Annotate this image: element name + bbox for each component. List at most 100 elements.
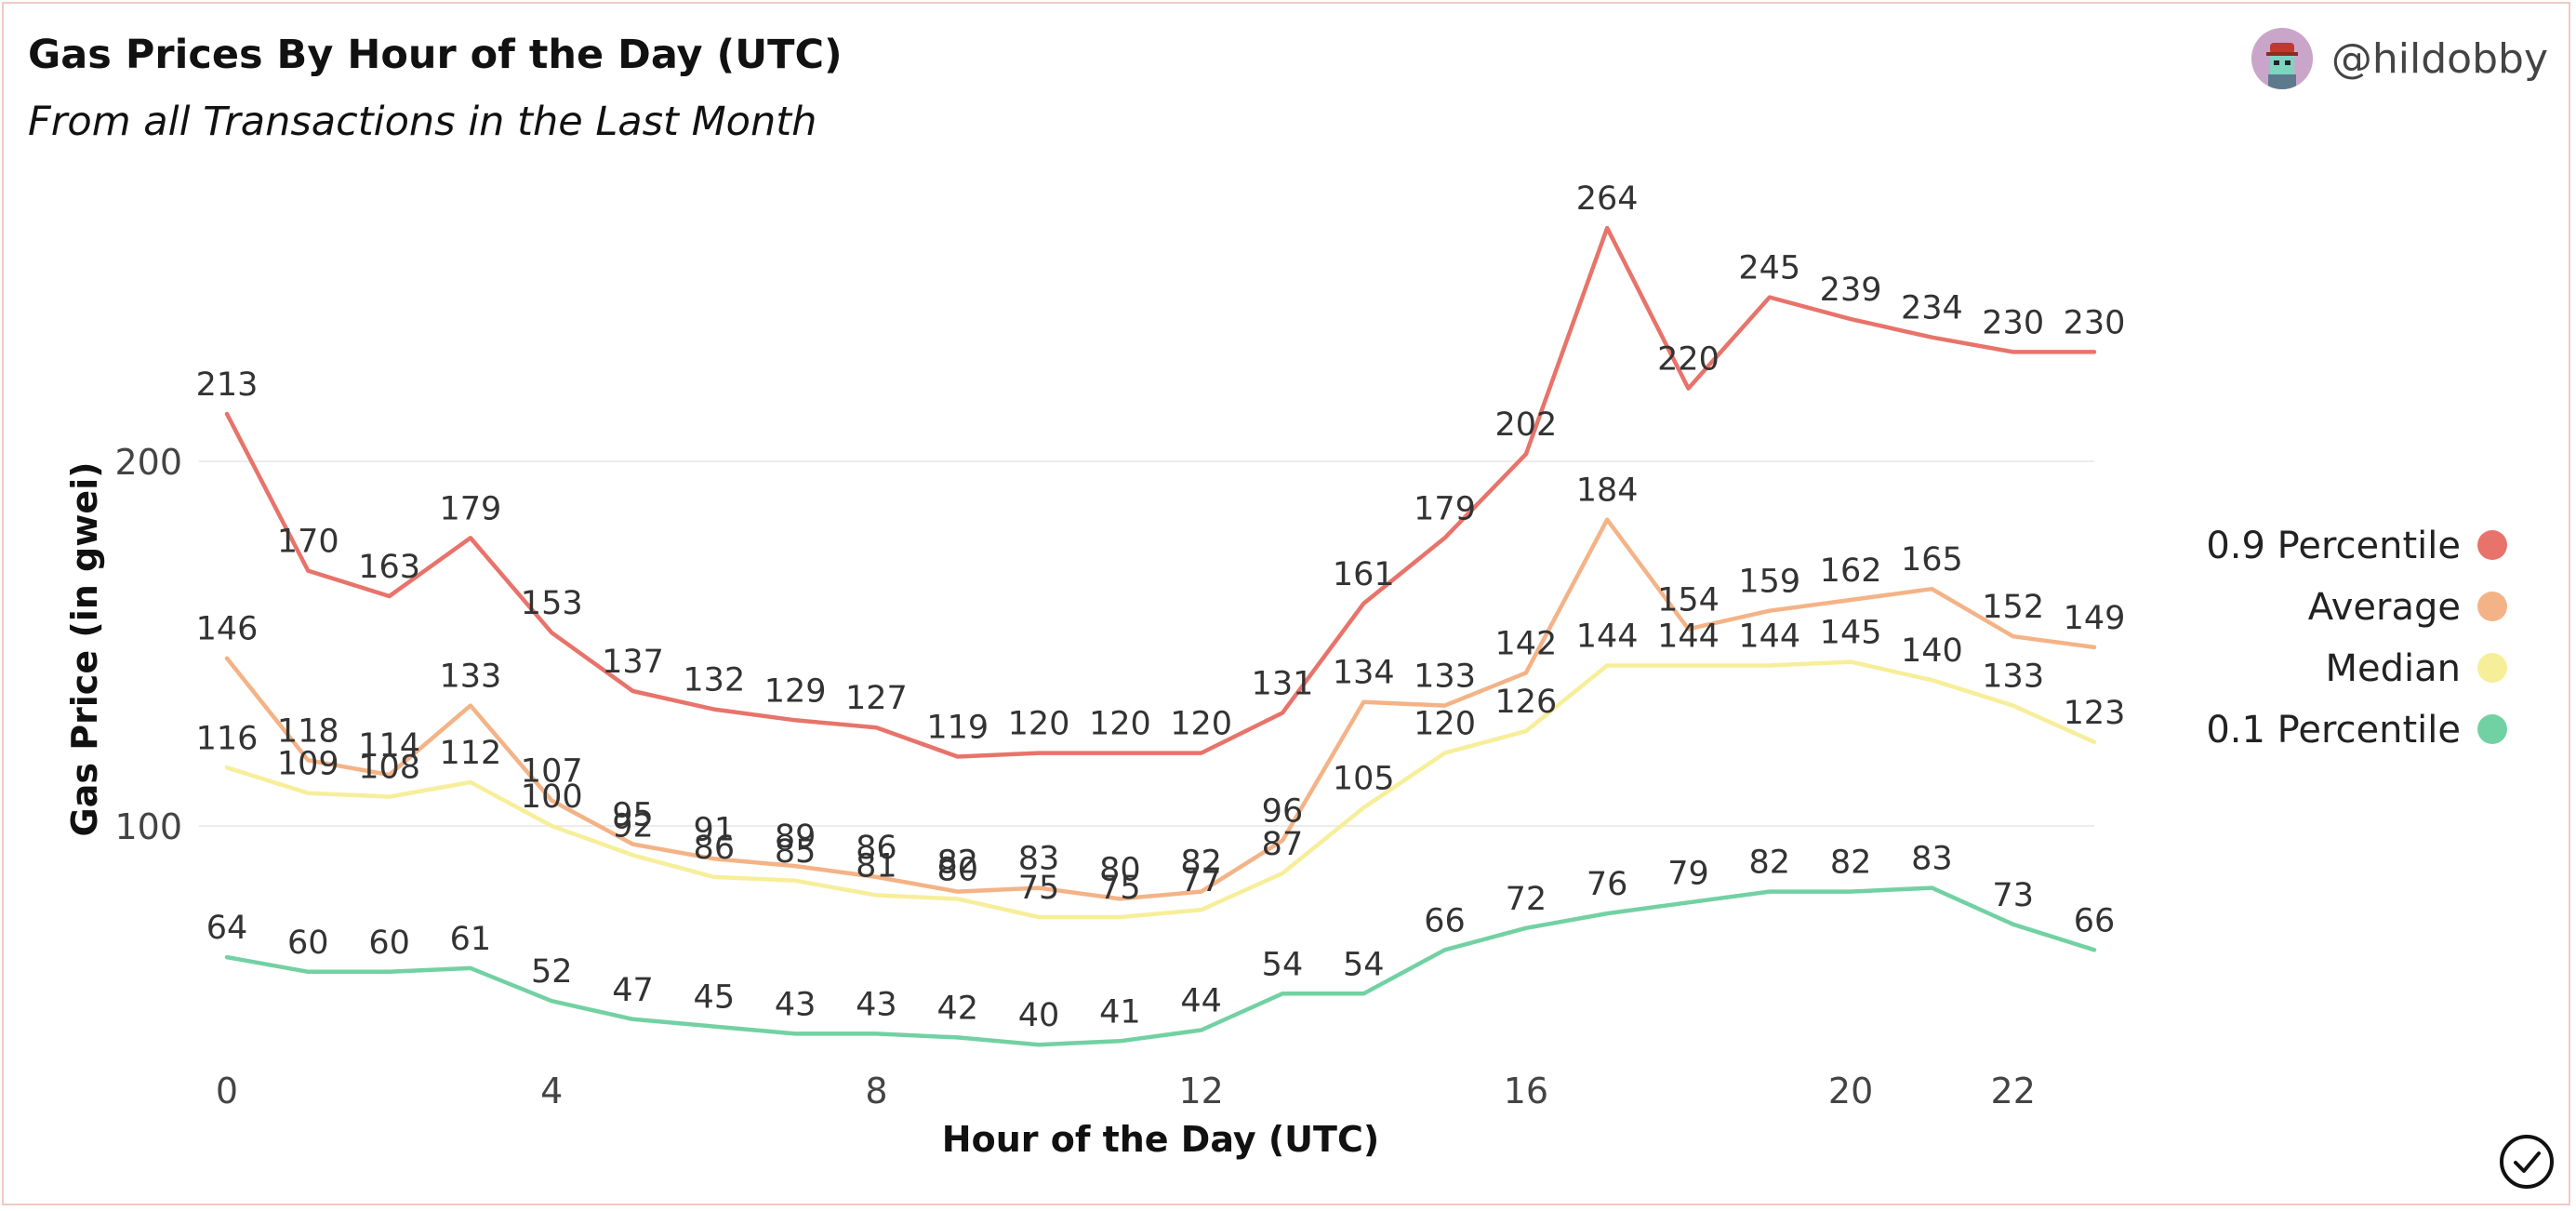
- data-label-median: 144: [1657, 619, 1720, 656]
- data-label-0-1-percentile: 82: [1830, 845, 1872, 882]
- data-label-median: 145: [1820, 615, 1882, 652]
- data-label-0-9-percentile: 129: [764, 672, 827, 710]
- data-label-average: 114: [358, 727, 420, 765]
- data-label-median: 116: [196, 720, 259, 757]
- data-label-average: 165: [1901, 541, 1963, 579]
- data-label-0-1-percentile: 60: [287, 925, 329, 962]
- legend-label: 0.9 Percentile: [2206, 525, 2461, 567]
- x-tick-label: 22: [1991, 1071, 2036, 1111]
- data-label-average: 95: [612, 797, 654, 834]
- data-label-0-1-percentile: 43: [775, 986, 817, 1023]
- data-label-0-9-percentile: 163: [358, 549, 420, 586]
- data-label-0-9-percentile: 120: [1170, 706, 1232, 743]
- data-label-median: 123: [2064, 695, 2126, 732]
- legend-swatch: [2477, 530, 2507, 560]
- data-label-0-9-percentile: 120: [1089, 706, 1151, 743]
- legend-swatch: [2477, 592, 2507, 621]
- username[interactable]: @hildobby: [2330, 34, 2548, 83]
- data-label-0-9-percentile: 127: [845, 680, 908, 717]
- data-label-0-1-percentile: 54: [1343, 946, 1385, 983]
- data-label-0-1-percentile: 44: [1180, 983, 1222, 1020]
- data-label-average: 83: [1018, 841, 1060, 878]
- data-label-0-1-percentile: 60: [368, 925, 410, 962]
- data-label-average: 82: [936, 845, 978, 882]
- data-label-average: 146: [196, 611, 259, 648]
- data-label-average: 82: [1180, 845, 1222, 882]
- data-label-median: 105: [1333, 760, 1395, 797]
- data-label-0-1-percentile: 79: [1667, 855, 1709, 892]
- data-label-0-1-percentile: 66: [2074, 902, 2116, 939]
- data-label-0-1-percentile: 61: [450, 921, 492, 958]
- data-label-0-9-percentile: 120: [1008, 706, 1070, 743]
- data-label-average: 162: [1820, 552, 1882, 590]
- data-label-0-9-percentile: 202: [1494, 406, 1557, 444]
- data-label-0-1-percentile: 72: [1506, 881, 1547, 918]
- y-axis-label: Gas Price (in gwei): [64, 462, 105, 837]
- data-label-0-9-percentile: 161: [1333, 556, 1395, 593]
- data-label-average: 159: [1738, 564, 1800, 601]
- x-axis-label: Hour of the Day (UTC): [942, 1119, 1379, 1160]
- check-circle-icon: [2500, 1135, 2554, 1189]
- data-label-0-1-percentile: 41: [1099, 993, 1141, 1031]
- data-label-average: 149: [2064, 600, 2126, 637]
- series-line-median: [224, 659, 2097, 920]
- data-label-0-1-percentile: 76: [1587, 866, 1628, 903]
- data-label-0-1-percentile: 66: [1424, 902, 1466, 939]
- data-label-average: 91: [694, 811, 736, 848]
- data-label-0-1-percentile: 54: [1262, 946, 1304, 983]
- data-label-median: 144: [1738, 619, 1800, 656]
- data-label-0-1-percentile: 43: [856, 986, 897, 1023]
- data-label-0-1-percentile: 45: [694, 979, 736, 1017]
- x-tick-label: 16: [1504, 1071, 1548, 1111]
- data-label-0-1-percentile: 47: [612, 972, 654, 1009]
- data-label-0-9-percentile: 234: [1901, 290, 1963, 327]
- data-label-average: 152: [1982, 589, 2044, 626]
- y-tick-label: 200: [114, 442, 182, 483]
- data-label-average: 86: [856, 830, 897, 867]
- data-label-average: 133: [440, 659, 502, 696]
- data-label-0-9-percentile: 220: [1657, 341, 1720, 379]
- data-label-median: 133: [1982, 659, 2044, 696]
- legend-label: 0.1 Percentile: [2206, 709, 2461, 752]
- data-label-average: 133: [1414, 659, 1476, 696]
- data-label-median: 92: [612, 807, 654, 845]
- data-label-median: 75: [1099, 870, 1141, 907]
- data-label-0-9-percentile: 264: [1576, 180, 1639, 218]
- series-line-average: [224, 517, 2097, 901]
- data-label-median: 80: [936, 851, 978, 888]
- legend-label: Median: [2326, 647, 2462, 690]
- chart-title: Gas Prices By Hour of the Day (UTC): [28, 32, 843, 78]
- legend-swatch: [2477, 653, 2507, 683]
- data-label-median: 126: [1494, 684, 1557, 721]
- data-label-median: 109: [277, 746, 339, 783]
- chart-subtitle: From all Transactions in the Last Month: [28, 99, 817, 145]
- x-tick-label: 8: [865, 1071, 887, 1111]
- series-line-0-9-percentile: [224, 225, 2097, 759]
- x-tick-label: 4: [540, 1071, 563, 1111]
- data-label-median: 87: [1262, 826, 1304, 863]
- data-label-average: 96: [1262, 793, 1304, 831]
- y-tick-label: 100: [114, 806, 182, 847]
- data-label-0-1-percentile: 52: [531, 953, 573, 991]
- data-label-average: 184: [1576, 472, 1639, 510]
- data-label-average: 134: [1333, 655, 1395, 692]
- x-tick-label: 0: [216, 1071, 238, 1111]
- x-tick-label: 12: [1178, 1071, 1223, 1111]
- data-label-average: 80: [1099, 851, 1141, 888]
- data-label-median: 85: [775, 833, 817, 871]
- series-line-0-1-percentile: [224, 885, 2097, 1047]
- data-label-0-1-percentile: 42: [936, 990, 978, 1027]
- data-label-median: 144: [1576, 619, 1639, 656]
- data-label-median: 75: [1018, 870, 1060, 907]
- legend-swatch: [2477, 714, 2507, 744]
- x-tick-label: 20: [1828, 1071, 1873, 1111]
- data-label-median: 100: [521, 778, 583, 816]
- data-label-0-9-percentile: 179: [1414, 490, 1476, 527]
- legend-label: Average: [2308, 586, 2461, 629]
- user-badge[interactable]: @hildobby: [2251, 28, 2548, 89]
- data-label-average: 107: [521, 753, 583, 791]
- avatar-icon[interactable]: [2251, 28, 2313, 89]
- data-label-0-9-percentile: 131: [1252, 665, 1314, 702]
